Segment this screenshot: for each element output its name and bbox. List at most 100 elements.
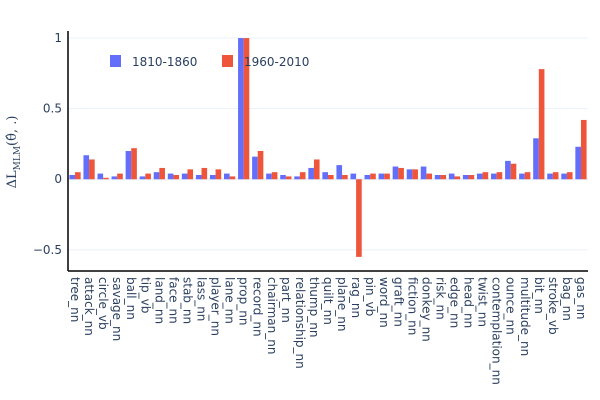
- bar-1960-2010-donkey_nn: [426, 173, 432, 180]
- bar-1810-1860-donkey_nn: [420, 166, 427, 180]
- bar-1810-1860-record_nn: [252, 156, 258, 180]
- x-tick-label: fiction_nn: [405, 277, 419, 335]
- bar-1810-1860-face_nn: [167, 173, 174, 180]
- bar-1960-2010-graft_nn: [398, 167, 404, 180]
- x-tick-label: player_nn: [209, 277, 223, 336]
- bar-1810-1860-relationship_nn: [294, 176, 300, 180]
- bar-1960-2010-tip_vb: [145, 173, 151, 180]
- bar-1810-1860-chairman_nn: [266, 173, 272, 180]
- bar-1810-1860-stab_nn: [181, 173, 188, 180]
- x-tick-label: pin_vb: [363, 277, 377, 316]
- bar-1960-2010-tree_nn: [75, 172, 81, 180]
- bar-1960-2010-land_nn: [159, 167, 165, 180]
- x-tick-label: prop_nn: [237, 277, 251, 325]
- bar-1810-1860-lane_nn: [224, 173, 230, 180]
- x-tick-label: plane_nn: [335, 277, 349, 332]
- bar-1810-1860-lass_nn: [195, 175, 202, 180]
- bar-1960-2010-bit_nn: [538, 69, 545, 180]
- bar-1810-1860-circle_vb: [97, 173, 104, 180]
- bar-1810-1860-quilt_nn: [322, 172, 328, 180]
- bar-1960-2010-plane_nn: [342, 175, 348, 180]
- bar-1960-2010-prop_nn: [243, 38, 250, 180]
- bar-1960-2010-pin_vb: [370, 173, 376, 180]
- bar-1810-1860-tip_vb: [139, 176, 146, 180]
- bar-1810-1860-tree_nn: [69, 175, 76, 180]
- bar-1960-2010-circle_vb: [103, 177, 109, 180]
- x-tick-label: circle_vb: [96, 277, 110, 330]
- bar-1810-1860-ounce_nn: [505, 160, 511, 180]
- x-tick-label: ounce_nn: [504, 277, 518, 335]
- legend-label: 1960-2010: [244, 55, 309, 69]
- bar-1960-2010-face_nn: [173, 175, 180, 180]
- x-tick-label: chairman_nn: [265, 277, 279, 354]
- bar-1960-2010-quilt_nn: [328, 175, 334, 180]
- bar-1810-1860-contemplation_nn: [491, 173, 497, 180]
- x-tick-label: risk_nn: [433, 277, 447, 320]
- y-axis-label: ΔLMLM(θ̂, .): [5, 116, 23, 189]
- x-tick-label: gas_nn: [574, 277, 588, 319]
- x-tick-label: thump_nn: [307, 277, 321, 337]
- x-tick-label: stab_nn: [180, 277, 194, 324]
- bar-1960-2010-lass_nn: [201, 167, 208, 180]
- bar-1810-1860-land_nn: [153, 172, 160, 180]
- legend-label: 1810-1860: [132, 55, 197, 69]
- bar-1960-2010-thump_nn: [313, 159, 320, 180]
- bar-1960-2010-multitude_nn: [524, 172, 531, 180]
- bar-1960-2010-record_nn: [257, 151, 264, 180]
- bar-1960-2010-attack_nn: [89, 159, 95, 180]
- x-tick-label: bag_nn: [560, 277, 574, 321]
- bar-1810-1860-word_nn: [378, 173, 385, 180]
- bar-1810-1860-bag_nn: [561, 173, 567, 180]
- bar-1960-2010-player_nn: [215, 169, 222, 180]
- bar-1810-1860-head_nn: [462, 175, 469, 180]
- x-tick-label: donkey_nn: [419, 277, 433, 342]
- bar-1960-2010-part_nn: [285, 176, 292, 180]
- x-tick-label: quilt_nn: [321, 277, 335, 325]
- bars: [69, 38, 587, 257]
- y-tick-labels: −0.5 0 0.5 1: [33, 31, 62, 257]
- bar-1960-2010-relationship_nn: [299, 172, 306, 180]
- x-tick-label: savage_nn: [110, 277, 124, 341]
- bar-1960-2010-rag_nn: [356, 179, 362, 257]
- bar-1810-1860-savage_nn: [111, 176, 118, 180]
- x-tick-label: contemplation_nn: [490, 277, 504, 385]
- bar-1960-2010-risk_nn: [440, 175, 447, 180]
- x-tick-label: tip_vb: [138, 277, 152, 313]
- bar-1810-1860-risk_nn: [434, 175, 441, 180]
- x-tick-label: face_nn: [166, 277, 180, 324]
- y-tick-label: −0.5: [33, 243, 62, 257]
- x-tick-label: part_nn: [279, 277, 293, 323]
- y-axis-label-main: ΔL: [5, 170, 20, 188]
- bar-1960-2010-gas_nn: [580, 119, 587, 180]
- x-tick-label: graft_nn: [391, 277, 405, 327]
- bar-1810-1860-ball_nn: [125, 151, 132, 180]
- bar-1810-1860-prop_nn: [238, 38, 244, 180]
- x-tick-label: head_nn: [462, 277, 476, 328]
- bar-1960-2010-ball_nn: [131, 148, 137, 180]
- bar-1960-2010-stab_nn: [187, 169, 194, 180]
- x-tick-label: relationship_nn: [293, 277, 307, 369]
- bar-1960-2010-word_nn: [384, 173, 390, 180]
- bar-1960-2010-stroke_vb: [552, 172, 559, 180]
- x-tick-label: lass_nn: [195, 277, 209, 321]
- x-tick-label: stroke_vb: [546, 277, 560, 335]
- x-tick-label: twist_nn: [476, 277, 490, 327]
- x-tick-label: bit_nn: [532, 277, 546, 314]
- bar-1810-1860-plane_nn: [336, 165, 343, 180]
- legend[interactable]: 1810-1860 1960-2010: [110, 55, 309, 69]
- x-tick-labels: tree_nn attack_nn circle_vb savage_nn ball_n…: [68, 277, 588, 385]
- bar-1810-1860-attack_nn: [83, 155, 90, 180]
- bar-1810-1860-stroke_vb: [547, 173, 553, 180]
- bar-1810-1860-graft_nn: [392, 166, 399, 180]
- gridlines: [68, 37, 588, 251]
- bar-1810-1860-bit_nn: [533, 138, 539, 180]
- bar-1810-1860-twist_nn: [476, 173, 483, 180]
- x-tick-label: attack_nn: [82, 277, 96, 336]
- y-tick-label: 0: [54, 172, 62, 186]
- bar-1810-1860-player_nn: [209, 175, 216, 180]
- x-tick-label: lane_nn: [223, 277, 237, 324]
- bar-1960-2010-savage_nn: [117, 173, 123, 180]
- bar-1810-1860-pin_vb: [364, 175, 371, 180]
- bar-1960-2010-chairman_nn: [271, 172, 278, 180]
